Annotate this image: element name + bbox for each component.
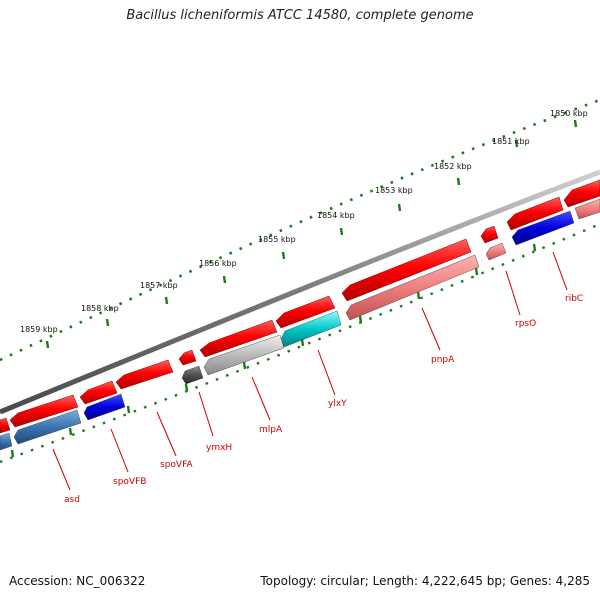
kbp-label-1856: 1856 kbp bbox=[199, 259, 237, 268]
diagram-title: Bacillus licheniformis ATCC 14580, compl… bbox=[126, 8, 474, 23]
gene-label-spoVFB: spoVFB bbox=[113, 477, 146, 487]
kbp-label-1858: 1858 kbp bbox=[81, 304, 119, 313]
label-leaders bbox=[52, 251, 568, 491]
gene-arrow bbox=[79, 380, 118, 405]
gene-arrow bbox=[178, 349, 197, 366]
kbp-label-1855: 1855 kbp bbox=[258, 235, 296, 244]
accession-text: Accession: NC_006322 bbox=[9, 574, 146, 588]
inner-major-ticks bbox=[10, 243, 537, 458]
gene-label-pnpA: pnpA bbox=[431, 355, 455, 365]
gene-arrow bbox=[9, 394, 79, 428]
kbp-label-1854: 1854 kbp bbox=[317, 211, 355, 220]
kbp-label-1853: 1853 kbp bbox=[375, 186, 413, 195]
gene-label-mlpA: mlpA bbox=[259, 425, 283, 435]
gene-label-ymxH: ymxH bbox=[206, 443, 232, 453]
gene-arrow bbox=[574, 198, 600, 220]
gene-arrow bbox=[0, 432, 13, 451]
gene-arrow bbox=[480, 225, 499, 244]
kbp-label-1857: 1857 kbp bbox=[140, 281, 178, 290]
gene-arrow bbox=[506, 196, 564, 231]
gene-arrow bbox=[13, 409, 82, 445]
gene-arrow bbox=[485, 242, 507, 261]
gene-arrow bbox=[345, 254, 480, 321]
gene-label-spoVFA: spoVFA bbox=[160, 460, 193, 470]
kbp-major-ticks bbox=[45, 119, 578, 349]
inner-genes bbox=[0, 198, 600, 451]
kbp-label-1850: 1850 kbp bbox=[550, 109, 588, 118]
gene-label-rpsO: rpsO bbox=[515, 319, 536, 329]
kbp-labels: 1850 kbp 1851 kbp 1852 kbp 1853 kbp 1854… bbox=[20, 109, 588, 334]
gene-arrow bbox=[511, 210, 575, 246]
kbp-label-1852: 1852 kbp bbox=[434, 162, 472, 171]
kbp-label-1859: 1859 kbp bbox=[20, 325, 58, 334]
gene-arrow bbox=[563, 179, 600, 208]
gene-label-asd: asd bbox=[64, 495, 80, 505]
gene-label-ribC: ribC bbox=[565, 294, 583, 304]
topology-text: Topology: circular; Length: 4,222,645 bp… bbox=[260, 574, 590, 588]
gene-arrow bbox=[0, 417, 11, 434]
gene-arrow bbox=[83, 393, 126, 421]
gene-arrow bbox=[199, 319, 278, 358]
gene-labels: ribC rpsO pnpA ylxY mlpA ymxH spoVFA spo… bbox=[64, 294, 583, 505]
forward-genes bbox=[0, 179, 600, 434]
kbp-label-1851: 1851 kbp bbox=[492, 137, 530, 146]
inner-ruler bbox=[0, 222, 600, 464]
gene-arrow bbox=[275, 295, 336, 329]
gene-arrow bbox=[203, 334, 285, 376]
gene-arrow bbox=[341, 238, 472, 302]
gene-label-ylxY: ylxY bbox=[328, 399, 347, 409]
genome-backbone bbox=[0, 169, 600, 415]
gene-arrow bbox=[115, 359, 174, 390]
gene-arrow bbox=[181, 365, 204, 385]
